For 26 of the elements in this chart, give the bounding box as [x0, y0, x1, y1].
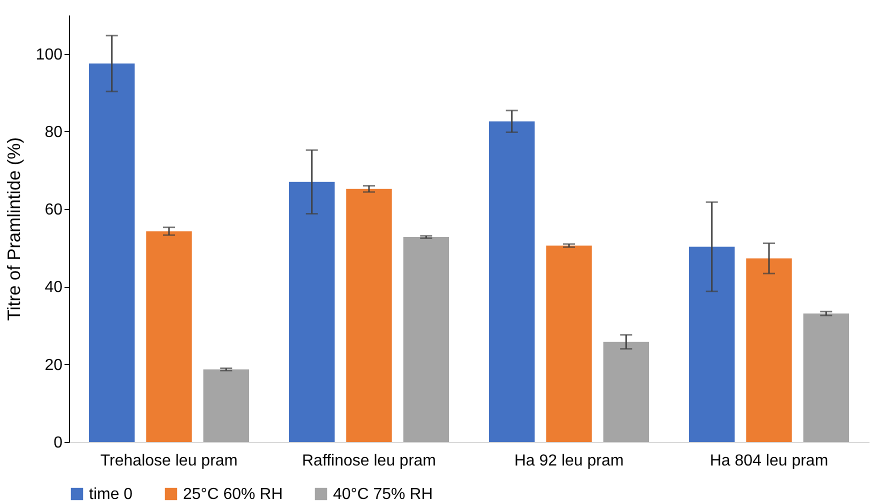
y-axis-title: Titre of Pramlintide (%) [4, 137, 24, 321]
legend-label: time 0 [89, 486, 133, 503]
bar [603, 342, 649, 442]
legend-label: 25°C 60% RH [183, 486, 283, 503]
y-tick-label: 80 [44, 124, 63, 141]
y-tick-label: 40 [44, 279, 63, 296]
y-tick-label: 60 [44, 202, 63, 219]
bar [403, 237, 449, 442]
bar [146, 231, 192, 442]
x-tick-label: Raffinose leu pram [302, 452, 436, 470]
x-tick-label: Ha 804 leu pram [710, 452, 828, 470]
bar [89, 64, 135, 442]
y-tick-label: 100 [36, 46, 63, 64]
bar [746, 258, 792, 442]
y-tick-label: 0 [54, 434, 63, 452]
bar [489, 121, 535, 442]
bar [346, 188, 392, 442]
x-tick-label: Trehalose leu pram [100, 452, 238, 470]
bar [689, 246, 735, 442]
legend-label: 40°C 75% RH [333, 486, 433, 503]
x-tick-label: Ha 92 leu pram [514, 452, 624, 470]
bar [203, 369, 249, 442]
bar [546, 246, 592, 442]
bar [803, 314, 849, 442]
y-tick-label: 20 [44, 356, 63, 374]
bar [289, 182, 335, 442]
